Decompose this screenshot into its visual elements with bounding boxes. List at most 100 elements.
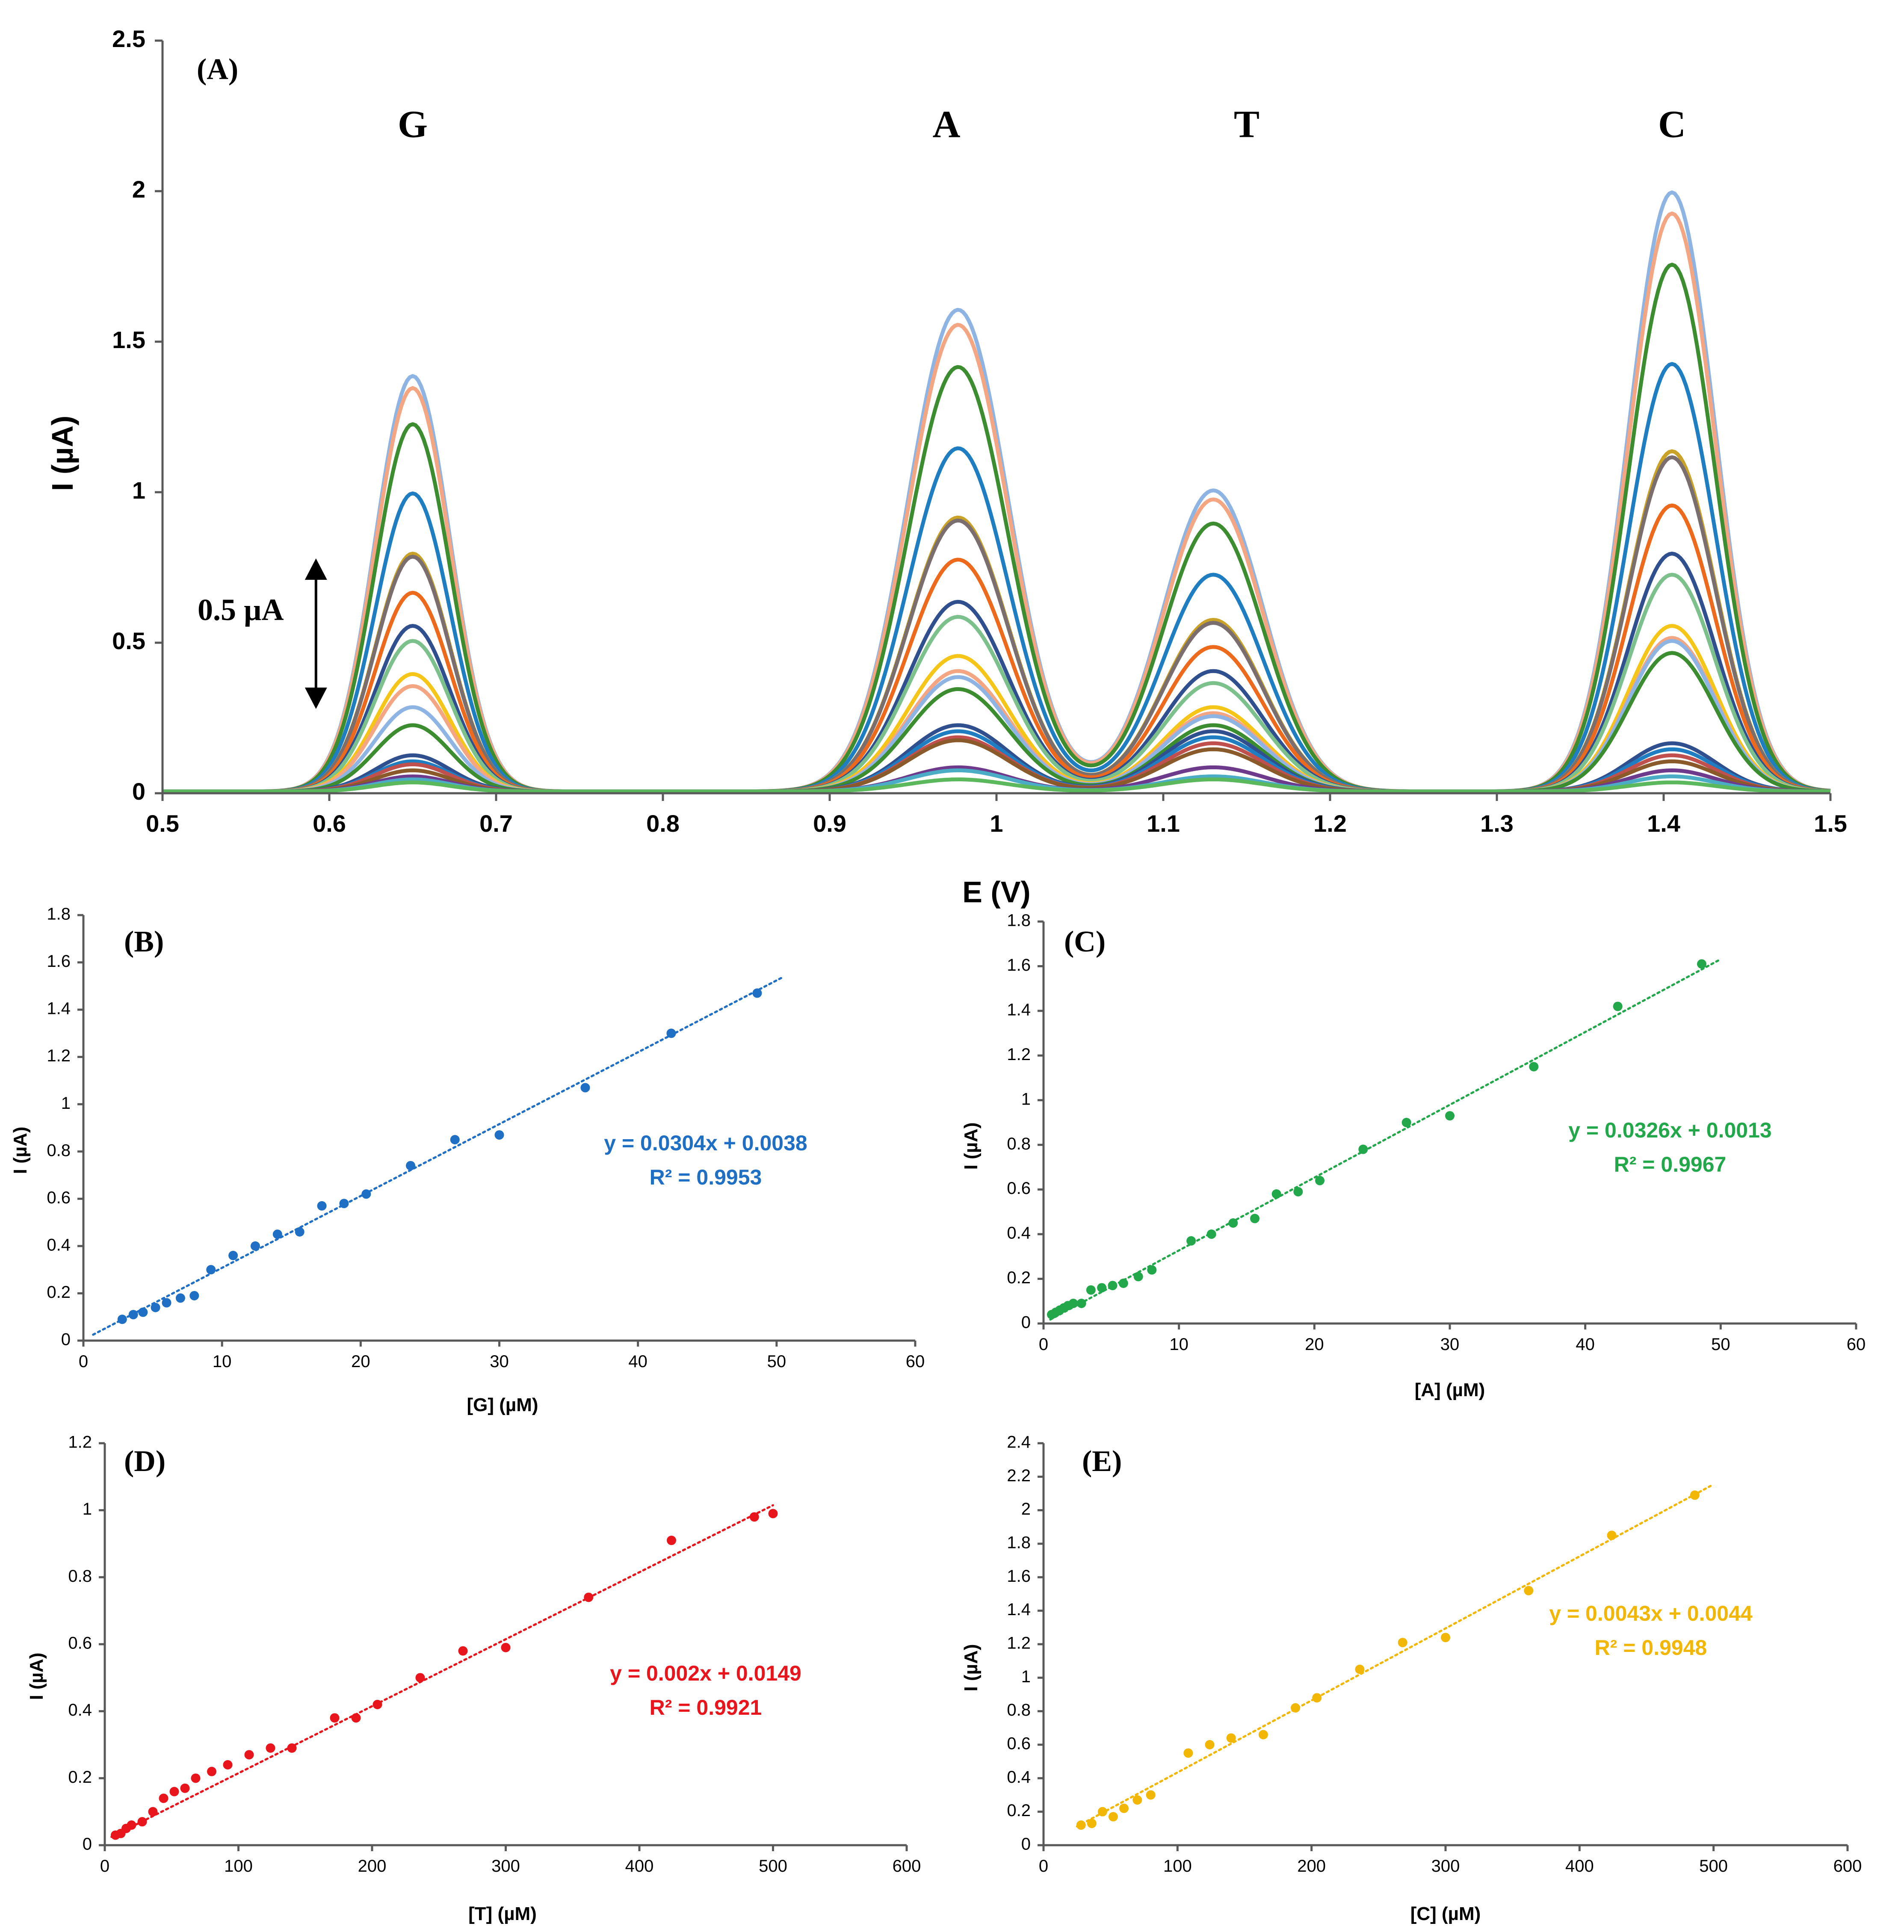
panel-e-data-point <box>1258 1730 1268 1740</box>
panel-d-data-point <box>127 1820 136 1830</box>
panel-d-label: (D) <box>124 1445 166 1478</box>
panel-a-x-tick-label: 1.2 <box>1313 810 1347 837</box>
panel-e-y-tick-label: 0 <box>1021 1835 1031 1854</box>
peak-label-c: C <box>1658 103 1686 145</box>
panel-c-data-point <box>1445 1111 1455 1121</box>
panel-a-y-tick-label: 2 <box>132 176 145 203</box>
panel-b-data-point <box>339 1199 349 1208</box>
panel-a-x-tick-label: 0.5 <box>146 810 179 837</box>
panel-c-y-axis-title: I (µA) <box>961 1123 982 1170</box>
panel-c-y-tick-label: 1.6 <box>1007 956 1031 975</box>
panel-c-data-point <box>1315 1176 1325 1185</box>
panel-a-x-tick-label: 1.4 <box>1647 810 1680 837</box>
panel-c-y-tick-label: 0 <box>1021 1313 1031 1332</box>
panel-a-x-tick-label: 1 <box>990 810 1003 837</box>
panel-b-plot: 0 10 20 30 40 50 60 0 0.2 0.4 0.6 0.8 1 1.2 1.4 1.6 1.8 <box>47 905 925 1371</box>
panel-b-data-point <box>361 1189 371 1199</box>
panel-d-data-point <box>330 1713 340 1723</box>
panel-d-data-point <box>287 1743 297 1753</box>
panel-d-y-tick-label: 0 <box>83 1835 92 1854</box>
panel-e-y-tick-label: 0.8 <box>1007 1701 1031 1719</box>
panel-d-data-point <box>191 1773 201 1783</box>
panel-c-data-point <box>1613 1001 1623 1011</box>
panel-d: 0 100 200 300 400 500 600 0 0.2 0.4 0.6 0.8 1 1.2 (D)… <box>26 1433 921 1924</box>
panel-e-x-tick-label: 300 <box>1431 1857 1460 1876</box>
panel-b-data-point <box>228 1251 238 1260</box>
panel-b-y-axis-title: I (µA) <box>10 1127 31 1174</box>
panel-e-data-point <box>1108 1812 1118 1822</box>
panel-b-data-point <box>317 1201 327 1211</box>
panel-d-y-tick-label: 0.4 <box>68 1701 92 1719</box>
panel-c-data-point <box>1133 1272 1143 1282</box>
panel-e-x-tick-label: 600 <box>1833 1857 1862 1876</box>
panel-d-x-axis-title: [T] (µM) <box>468 1903 537 1924</box>
panel-b-data-point <box>406 1161 416 1170</box>
panel-d-y-tick-label: 0.2 <box>68 1768 92 1787</box>
panel-d-data-point <box>458 1646 468 1656</box>
panel-d-x-tick-label: 400 <box>625 1857 654 1876</box>
panel-a-x-tick-label: 0.8 <box>646 810 680 837</box>
panel-e-data-point <box>1146 1790 1156 1800</box>
panel-c-data-point <box>1401 1118 1411 1127</box>
panel-e-label: (E) <box>1082 1445 1122 1478</box>
panel-b-equation: y = 0.0304x + 0.0038 <box>604 1131 807 1155</box>
panel-a: 0.5 0.6 0.7 0.8 0.9 1 1.1 1.2 1.3 1.4 1.500.511.52… <box>46 25 1847 909</box>
panel-e-y-tick-label: 1.8 <box>1007 1533 1031 1552</box>
panel-b-data-point <box>752 988 762 998</box>
panel-d-y-tick-label: 1 <box>83 1500 92 1518</box>
panel-b-y-tick-label: 1.4 <box>47 999 71 1018</box>
panel-b-x-tick-label: 0 <box>79 1352 88 1371</box>
panel-c-data-point <box>1068 1299 1078 1308</box>
scale-bar-arrow-down <box>305 687 327 709</box>
panel-e-y-tick-label: 0.2 <box>1007 1801 1031 1820</box>
panel-c-data-point <box>1250 1214 1259 1223</box>
panel-a-y-tick-label: 1 <box>132 477 145 504</box>
panel-b-data-point <box>666 1028 676 1038</box>
panel-c-data-point <box>1293 1187 1303 1196</box>
panel-d-x-tick-label: 600 <box>893 1857 921 1876</box>
panel-c-x-tick-label: 40 <box>1576 1335 1595 1354</box>
panel-e-x-tick-label: 100 <box>1163 1857 1192 1876</box>
panel-e-equation: y = 0.0043x + 0.0044 <box>1549 1601 1753 1625</box>
panel-d-data-point <box>415 1673 425 1683</box>
panel-a-y-tick-label: 1.5 <box>112 326 145 353</box>
panel-e-data-point <box>1087 1819 1097 1829</box>
panel-b-x-tick-label: 50 <box>767 1352 786 1371</box>
panel-b-y-tick-label: 0.4 <box>47 1235 71 1254</box>
panel-d-y-tick-label: 1.2 <box>68 1433 92 1452</box>
panel-b-data-point <box>295 1227 305 1237</box>
panel-d-data-point <box>501 1642 511 1652</box>
panel-a-x-tick-label: 1.3 <box>1480 810 1514 837</box>
panel-c-data-point <box>1358 1144 1368 1154</box>
panel-a-x-axis-title: E (V) <box>962 875 1030 909</box>
panel-e-data-point <box>1226 1733 1236 1743</box>
panel-e-y-tick-label: 1.4 <box>1007 1600 1031 1619</box>
panel-e-y-tick-label: 2 <box>1021 1500 1031 1518</box>
panel-b-data-point <box>250 1241 260 1251</box>
panel-a-x-tick-label: 0.6 <box>313 810 346 837</box>
panel-e-plot: 0 100 200 300 400 500 600 0 0.2 0.4 0.6 0.8 1 1.2 1.4 1… <box>1007 1433 1862 1876</box>
panel-c-data-point <box>1086 1285 1096 1295</box>
panel-d-data-point <box>244 1750 254 1760</box>
panel-c-data-point <box>1108 1281 1118 1291</box>
panel-d-equation: y = 0.002x + 0.0149 <box>610 1661 801 1685</box>
panel-c-trendline <box>1049 958 1722 1321</box>
panel-a-curves <box>163 190 1831 794</box>
panel-b-x-axis-title: [G] (µM) <box>467 1394 538 1415</box>
panel-b-x-tick-label: 20 <box>351 1352 370 1371</box>
panel-e-data-point <box>1097 1807 1107 1817</box>
panel-e-y-tick-label: 1.2 <box>1007 1634 1031 1653</box>
panel-e-x-tick-label: 500 <box>1699 1857 1728 1876</box>
panel-d-data-point <box>159 1793 169 1803</box>
peak-label-a: A <box>933 103 961 145</box>
panel-e-y-tick-label: 0.6 <box>1007 1734 1031 1753</box>
panel-b-data-point <box>128 1310 138 1320</box>
panel-c-data-point <box>1097 1283 1107 1293</box>
panel-b-data-point <box>175 1293 185 1303</box>
panel-c-y-tick-label: 1 <box>1021 1090 1031 1108</box>
panel-a-x-tick-label: 0.7 <box>479 810 513 837</box>
panel-b-data-point <box>494 1130 504 1140</box>
panel-c-y-tick-label: 0.4 <box>1007 1224 1031 1243</box>
panel-d-y-tick-label: 0.6 <box>68 1634 92 1653</box>
scale-bar-arrow-up <box>305 558 327 580</box>
